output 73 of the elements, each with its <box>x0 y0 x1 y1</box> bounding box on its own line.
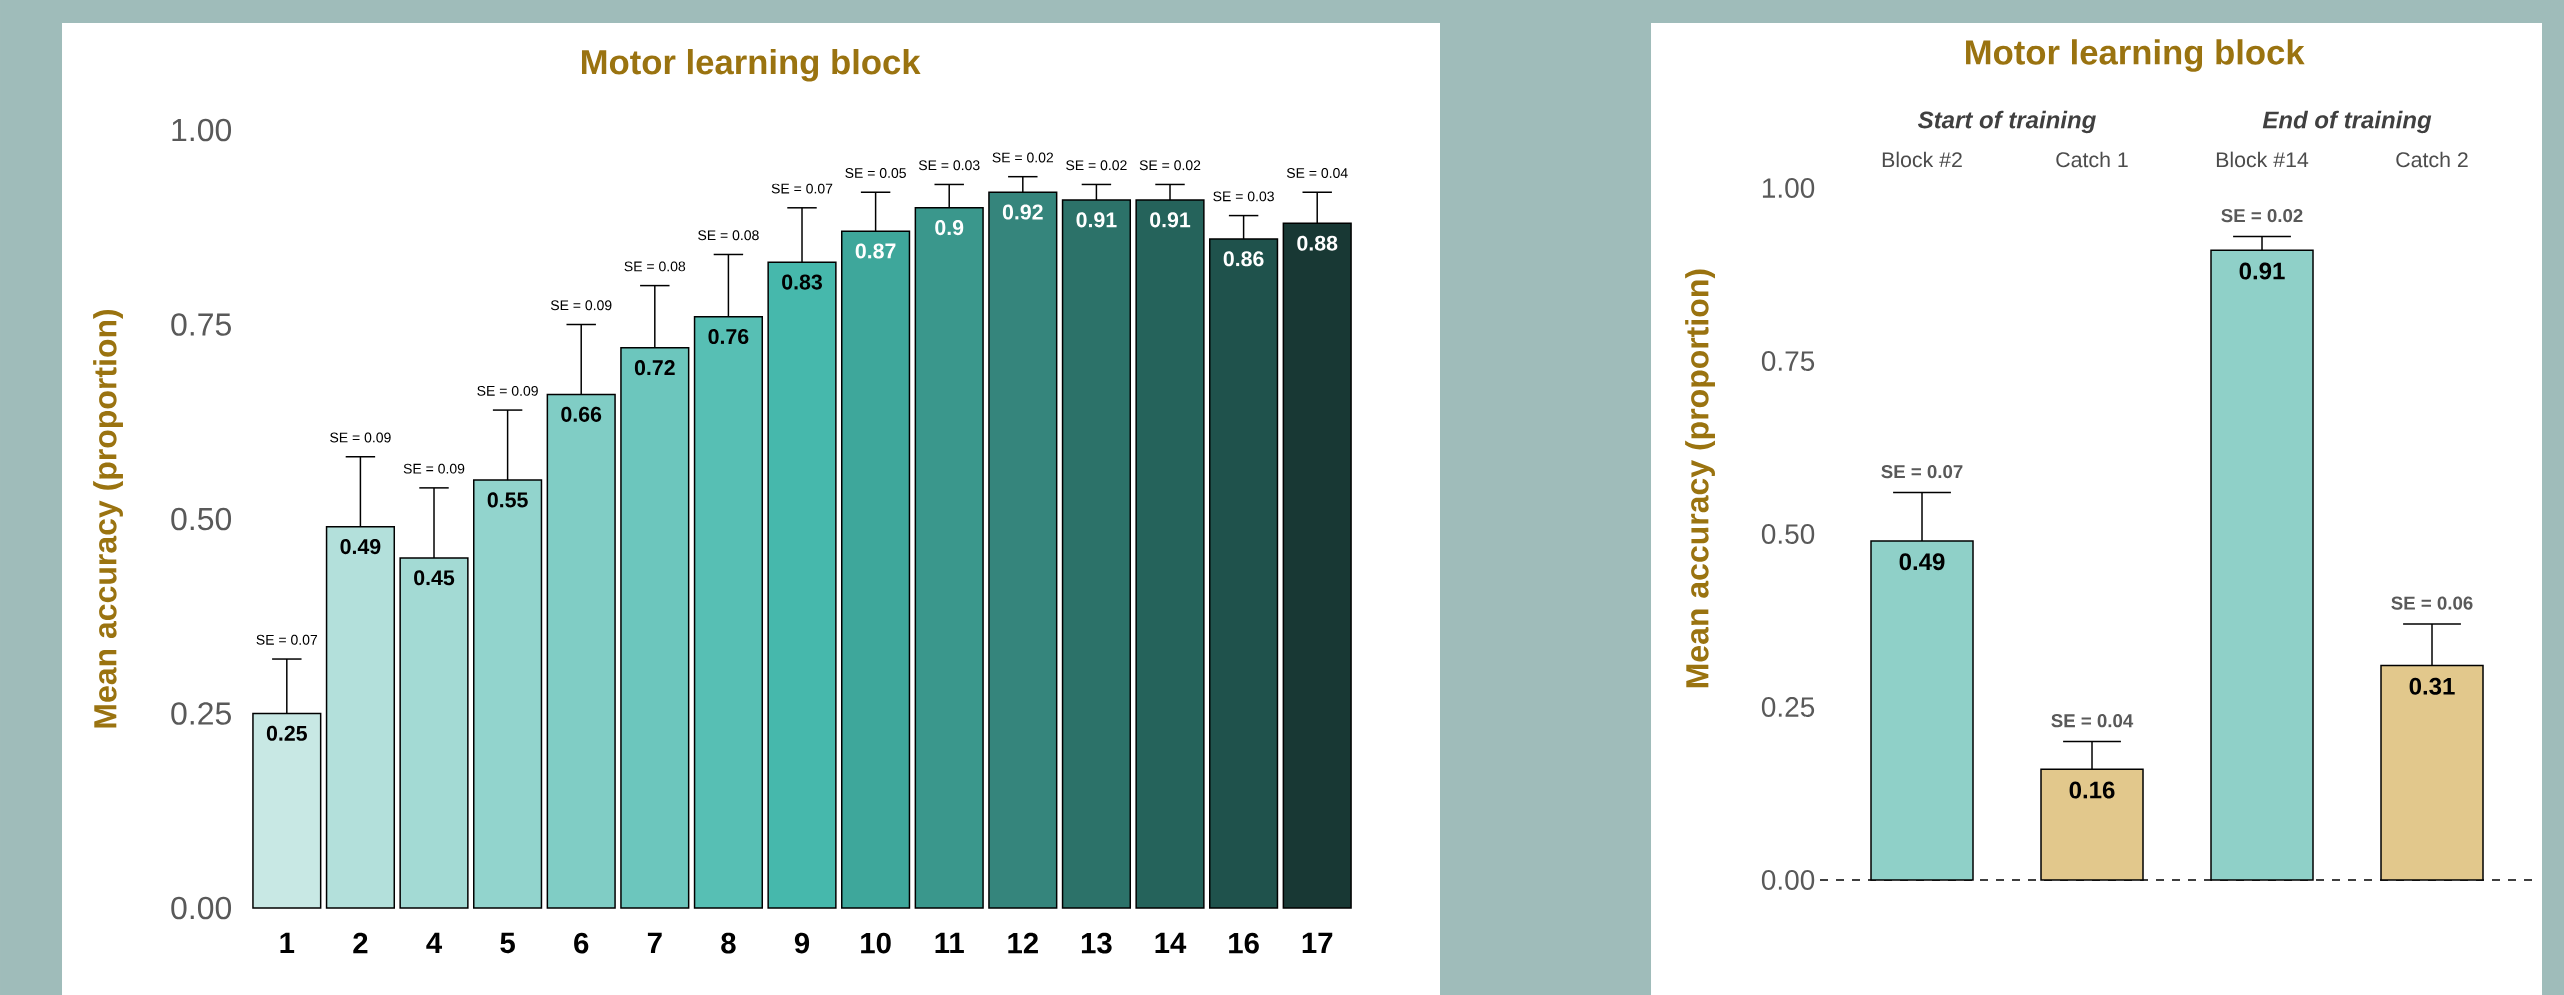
x-tick-label: 11 <box>935 932 964 953</box>
annotation: SE = 0.02 <box>2221 208 2303 223</box>
y-tick-label: 0.25 <box>1761 697 1815 717</box>
x-tick-label: 1 <box>280 932 295 953</box>
annotation: SE = 0.03 <box>1213 191 1274 202</box>
data-label: 0.16 <box>2069 781 2115 799</box>
y-tick-label: 1.00 <box>1762 178 1815 198</box>
x-tick-label: 7 <box>647 932 662 953</box>
x-tick-label: 8 <box>721 932 736 954</box>
data-label: 0.86 <box>1223 251 1264 267</box>
data-label: 0.49 <box>340 539 381 555</box>
x-tick-label: Catch 2 <box>2396 151 2468 168</box>
data-label: 0.66 <box>561 406 602 422</box>
y-axis-title: Mean accuracy (proportion) <box>1685 269 1715 688</box>
annotation: SE = 0.02 <box>1139 160 1201 171</box>
y-tick-label: 0.25 <box>171 702 231 725</box>
annotation: SE = 0.07 <box>256 634 318 645</box>
data-label: 0.92 <box>1002 204 1043 220</box>
annotation: SE = 0.04 <box>2051 714 2134 728</box>
annotation: SE = 0.09 <box>550 300 612 311</box>
annotation: SE = 0.07 <box>771 183 833 194</box>
x-tick-label: Catch 1 <box>2056 151 2128 168</box>
x-tick-label: 16 <box>1229 932 1259 954</box>
annotation: SE = 0.09 <box>330 432 391 443</box>
x-tick-label: 2 <box>353 932 368 954</box>
x-tick-label: 6 <box>574 932 589 954</box>
data-label: 0.31 <box>2409 677 2455 695</box>
annotation: SE = 0.02 <box>992 152 1054 163</box>
data-label: 0.87 <box>855 243 896 259</box>
data-label: 0.45 <box>414 570 455 586</box>
data-label: 0.83 <box>782 274 822 290</box>
annotation: SE = 0.09 <box>477 385 538 396</box>
y-tick-label: 0.50 <box>171 507 232 531</box>
x-tick-label: Block #2 <box>1882 151 1962 168</box>
data-label: 0.91 <box>1076 212 1117 228</box>
data-label: 0.88 <box>1297 235 1338 251</box>
data-label: 0.72 <box>634 360 675 376</box>
text: End of training <box>2262 110 2432 134</box>
annotation: SE = 0.08 <box>698 230 759 241</box>
x-tick-label: 14 <box>1155 932 1187 953</box>
x-tick-label: 4 <box>426 932 443 953</box>
y-tick-label: 0.50 <box>1761 524 1815 544</box>
x-tick-label: 17 <box>1302 932 1333 953</box>
y-tick-label: 0.75 <box>171 313 231 336</box>
annotation: SE = 0.07 <box>1881 464 1963 479</box>
text: Start of training <box>1917 110 2096 134</box>
annotation: SE = 0.03 <box>918 160 980 171</box>
annotation: SE = 0.06 <box>2391 596 2473 610</box>
chart-title: Motor learning block <box>581 48 921 82</box>
data-label: 0.9 <box>935 220 964 236</box>
x-tick-label: 5 <box>500 932 515 954</box>
y-tick-label: 1.00 <box>172 118 232 142</box>
y-tick-label: 0.00 <box>1761 870 1815 890</box>
x-tick-label: 12 <box>1008 932 1038 954</box>
data-label: 0.49 <box>1899 553 1945 571</box>
annotation: SE = 0.08 <box>624 261 686 272</box>
x-tick-label: 13 <box>1081 932 1112 954</box>
y-axis-title: Mean accuracy (proportion) <box>93 309 123 728</box>
data-label: 0.25 <box>266 725 307 741</box>
x-tick-label: 9 <box>794 932 810 954</box>
annotation: SE = 0.05 <box>845 168 906 178</box>
annotation: SE = 0.02 <box>1066 160 1127 171</box>
chart-title: Motor learning block <box>1966 39 2305 72</box>
x-tick-label: 10 <box>861 932 891 954</box>
y-tick-label: 0.00 <box>171 896 232 920</box>
y-tick-label: 0.75 <box>1761 351 1815 371</box>
data-label: 0.91 <box>2239 262 2285 280</box>
data-label: 0.55 <box>487 492 528 508</box>
x-tick-label: Block #14 <box>2216 151 2309 168</box>
data-label: 0.76 <box>708 328 749 345</box>
data-label: 0.91 <box>1150 212 1191 228</box>
annotation: SE = 0.09 <box>403 463 465 474</box>
annotation: SE = 0.04 <box>1286 168 1348 178</box>
